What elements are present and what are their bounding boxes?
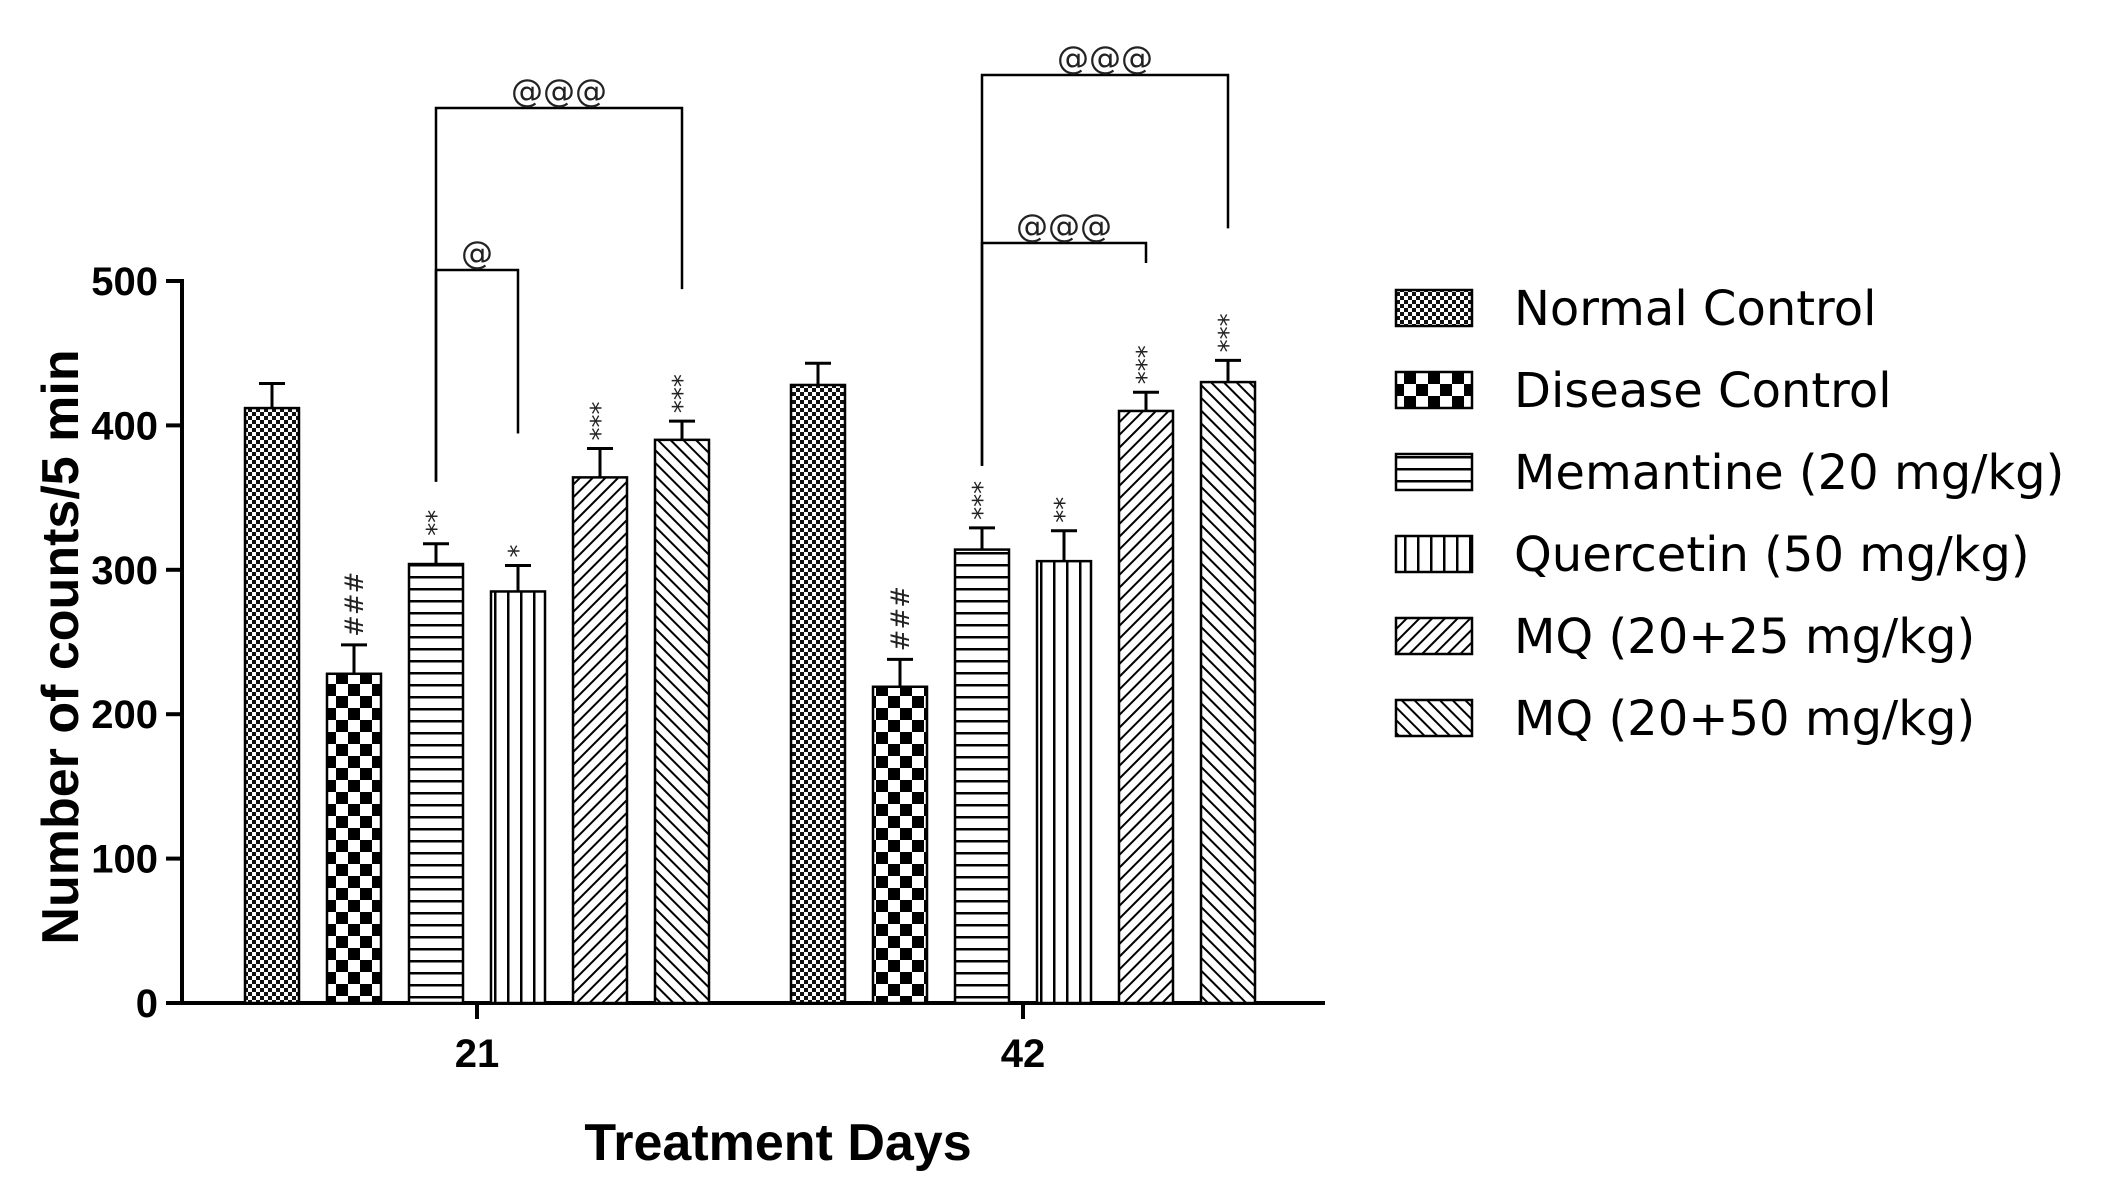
significance-label: * [504, 544, 534, 557]
legend-swatch [1394, 452, 1474, 492]
legend-swatch [1394, 370, 1474, 410]
significance-label: *** [1132, 345, 1162, 384]
y-tick-label: 300 [91, 549, 158, 593]
legend-label: Disease Control [1514, 363, 1892, 419]
y-tick-label: 500 [91, 260, 158, 304]
significance-label: ** [1050, 497, 1080, 523]
significance-label: *** [668, 374, 698, 413]
bar [325, 672, 383, 1005]
comparison-bracket [434, 106, 684, 482]
legend-label: Memantine (20 mg/kg) [1514, 445, 2064, 501]
significance-label: *** [1214, 313, 1244, 352]
comparison-bracket [434, 268, 520, 482]
y-tick-label: 400 [91, 404, 158, 448]
bar [243, 406, 301, 1005]
comparison-label: @@@ [1057, 39, 1153, 77]
legend: Normal Control Disease Control Memantine (… [1394, 281, 2064, 747]
x-tick-label: 42 [1001, 1032, 1046, 1076]
legend-swatch [1394, 616, 1474, 656]
bar [407, 562, 465, 1005]
significance-label: *** [586, 402, 616, 441]
legend-swatch [1394, 534, 1474, 574]
bar [1117, 409, 1175, 1005]
legend-label: MQ (20+50 mg/kg) [1514, 691, 1975, 747]
bar [871, 685, 929, 1005]
legend-swatch [1394, 288, 1474, 328]
significance-label: ### [340, 572, 370, 637]
significance-label: ** [422, 510, 452, 536]
legend-label: Normal Control [1514, 281, 1876, 337]
legend-label: MQ (20+25 mg/kg) [1514, 609, 1975, 665]
y-tick-label: 100 [91, 838, 158, 882]
comparison-label: @ [461, 234, 493, 272]
x-tick-label: 21 [455, 1032, 500, 1076]
bar [489, 590, 547, 1005]
comparison-label: @@@ [1016, 207, 1112, 245]
bar [789, 383, 847, 1005]
comparison-label: @@@ [511, 72, 607, 110]
y-tick-label: 200 [91, 693, 158, 737]
significance-label: ### [886, 586, 916, 651]
significance-label: *** [968, 481, 998, 520]
x-axis-title: Treatment Days [584, 1114, 971, 1172]
y-tick-label: 0 [136, 982, 158, 1026]
legend-label: Quercetin (50 mg/kg) [1514, 527, 2030, 583]
bar [1199, 380, 1257, 1005]
comparison-bracket [980, 73, 1230, 466]
bar [1035, 559, 1093, 1005]
legend-swatch [1394, 698, 1474, 738]
bar [953, 548, 1011, 1005]
bar [571, 476, 629, 1005]
bar [653, 438, 711, 1005]
y-axis-title: Number of counts/5 min [32, 349, 90, 944]
